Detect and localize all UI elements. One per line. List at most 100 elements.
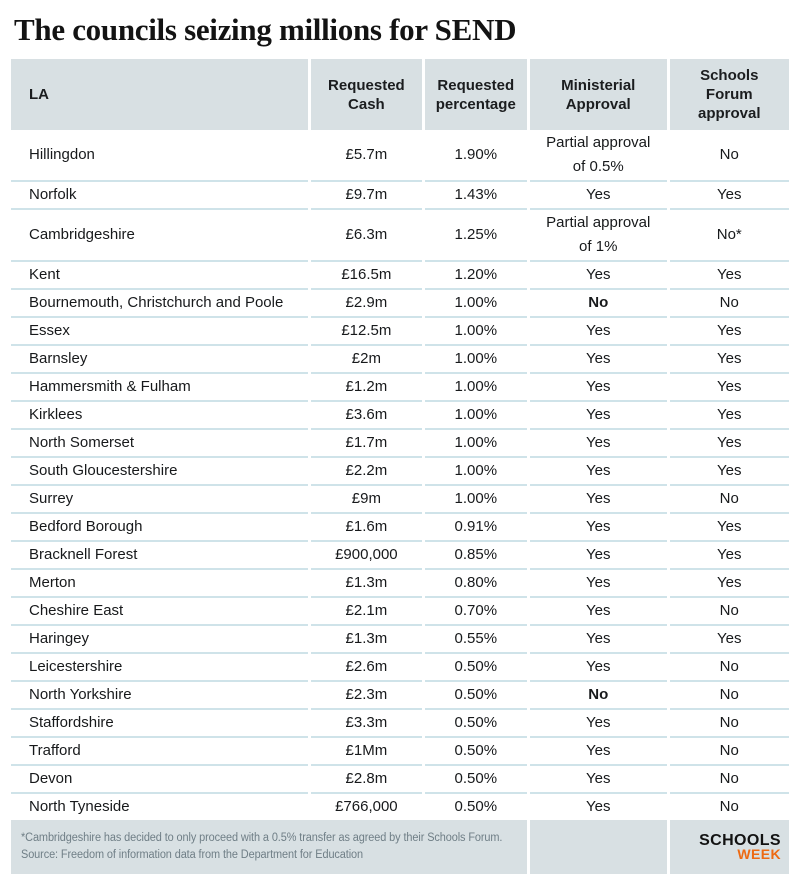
cell-cash: £1.7m: [311, 428, 422, 456]
cell-forum: No: [669, 680, 789, 708]
cell-pct: 0.50%: [424, 764, 527, 792]
cell-pct: 0.50%: [424, 708, 527, 736]
cell-ministerial: Yes: [529, 372, 667, 400]
table-footer: *Cambridgeshire has decided to only proc…: [11, 820, 789, 874]
cell-pct: 1.00%: [424, 288, 527, 316]
cell-ministerial: Yes: [529, 316, 667, 344]
table-row: Bedford Borough £1.6m 0.91% Yes Yes: [11, 512, 789, 540]
cell-pct: 0.50%: [424, 792, 527, 820]
cell-pct: 1.00%: [424, 372, 527, 400]
cell-la: Bournemouth, Christchurch and Poole: [11, 288, 309, 316]
ministerial-approval-value: Partial approval of 1%: [546, 214, 651, 255]
cell-forum: Yes: [669, 512, 789, 540]
cell-pct: 1.00%: [424, 484, 527, 512]
cell-la: Trafford: [11, 736, 309, 764]
cell-ministerial: Yes: [529, 400, 667, 428]
cell-la: Devon: [11, 764, 309, 792]
ministerial-approval-value: Yes: [585, 742, 611, 759]
cell-ministerial: Yes: [529, 708, 667, 736]
cell-la: Surrey: [11, 484, 309, 512]
ministerial-approval-value: Yes: [585, 406, 611, 423]
cell-forum: Yes: [669, 540, 789, 568]
cell-forum: No: [669, 792, 789, 820]
cell-ministerial: Yes: [529, 260, 667, 288]
cell-cash: £9m: [311, 484, 422, 512]
cell-la: Kirklees: [11, 400, 309, 428]
footer-spacer-cell: [529, 820, 667, 874]
ministerial-approval-value: Yes: [585, 322, 611, 339]
cell-ministerial: Yes: [529, 652, 667, 680]
cell-ministerial: Yes: [529, 456, 667, 484]
table-row: North Yorkshire £2.3m 0.50% No No: [11, 680, 789, 708]
column-header-cash: Requested Cash: [311, 59, 422, 130]
table-body: Hillingdon £5.7m 1.90% Partial approval of …: [11, 130, 789, 820]
ministerial-approval-value: No: [588, 294, 609, 311]
ministerial-approval-value: Yes: [585, 658, 611, 675]
cell-la: North Yorkshire: [11, 680, 309, 708]
cell-cash: £1.2m: [311, 372, 422, 400]
ministerial-approval-value: Yes: [585, 630, 611, 647]
cell-ministerial: Yes: [529, 624, 667, 652]
column-header-ministerial: Ministerial Approval: [529, 59, 667, 130]
ministerial-approval-value: Yes: [585, 798, 611, 815]
cell-la: Leicestershire: [11, 652, 309, 680]
cell-pct: 0.70%: [424, 596, 527, 624]
cell-forum: No: [669, 736, 789, 764]
cell-la: Barnsley: [11, 344, 309, 372]
table-row: Kent £16.5m 1.20% Yes Yes: [11, 260, 789, 288]
cell-ministerial: Yes: [529, 344, 667, 372]
cell-pct: 0.50%: [424, 680, 527, 708]
cell-forum: No: [669, 596, 789, 624]
cell-cash: £900,000: [311, 540, 422, 568]
cell-forum: Yes: [669, 260, 789, 288]
table-row: Merton £1.3m 0.80% Yes Yes: [11, 568, 789, 596]
logo-week-text: WEEK: [737, 846, 781, 862]
cell-ministerial: Yes: [529, 512, 667, 540]
cell-forum: No: [719, 146, 739, 163]
schoolsweek-logo: SCHOOLS WEEK: [669, 820, 789, 874]
cell-la: Bracknell Forest: [11, 540, 309, 568]
cell-forum: Yes: [669, 456, 789, 484]
cell-cash: £1.3m: [311, 624, 422, 652]
cell-cash: £16.5m: [311, 260, 422, 288]
footnote-text: *Cambridgeshire has decided to only proc…: [21, 832, 503, 844]
ministerial-approval-value: Yes: [585, 546, 611, 563]
table-row: Bracknell Forest £900,000 0.85% Yes Yes: [11, 540, 789, 568]
ministerial-approval-value: Yes: [585, 434, 611, 451]
source-text: Source: Freedom of information data from…: [21, 849, 364, 861]
cell-ministerial: Yes: [529, 568, 667, 596]
cell-forum: Yes: [669, 400, 789, 428]
column-header-forum: Schools Forum approval: [669, 59, 789, 130]
cell-forum: No*: [669, 208, 789, 260]
cell-cash: £2.6m: [311, 652, 422, 680]
cell-cash: £2.2m: [311, 456, 422, 484]
cell-la: Norfolk: [11, 180, 309, 208]
cell-la: Hillingdon: [29, 146, 95, 163]
table-row: Norfolk £9.7m 1.43% Yes Yes: [11, 180, 789, 208]
cell-cash: £1.6m: [311, 512, 422, 540]
cell-forum: Yes: [669, 568, 789, 596]
cell-forum: Yes: [669, 180, 789, 208]
ministerial-approval-value: Yes: [585, 770, 611, 787]
column-header-label: Schools Forum approval: [697, 67, 761, 122]
table-header-row: LA Requested Cash Requested percentage Mini…: [11, 59, 789, 130]
cell-la: Merton: [11, 568, 309, 596]
table-row: North Somerset £1.7m 1.00% Yes Yes: [11, 428, 789, 456]
cell-ministerial: Yes: [529, 428, 667, 456]
cell-pct: 1.25%: [424, 208, 527, 260]
cell-ministerial: Yes: [529, 540, 667, 568]
send-councils-table: LA Requested Cash Requested percentage Mini…: [8, 59, 792, 874]
table-row: Staffordshire £3.3m 0.50% Yes No: [11, 708, 789, 736]
table-row: Hammersmith & Fulham £1.2m 1.00% Yes Yes: [11, 372, 789, 400]
cell-la: Cambridgeshire: [11, 208, 309, 260]
cell-cash: £12.5m: [311, 316, 422, 344]
cell-forum: Yes: [669, 344, 789, 372]
logo-schools-text: SCHOOLS: [699, 832, 781, 849]
ministerial-approval-value: Yes: [585, 378, 611, 395]
cell-pct: 1.00%: [424, 344, 527, 372]
ministerial-approval-value: Yes: [585, 266, 611, 283]
table-row: North Tyneside £766,000 0.50% Yes No: [11, 792, 789, 820]
cell-pct: 1.20%: [424, 260, 527, 288]
table-row: Bournemouth, Christchurch and Poole £2.9m…: [11, 288, 789, 316]
cell-cash: £3.6m: [311, 400, 422, 428]
